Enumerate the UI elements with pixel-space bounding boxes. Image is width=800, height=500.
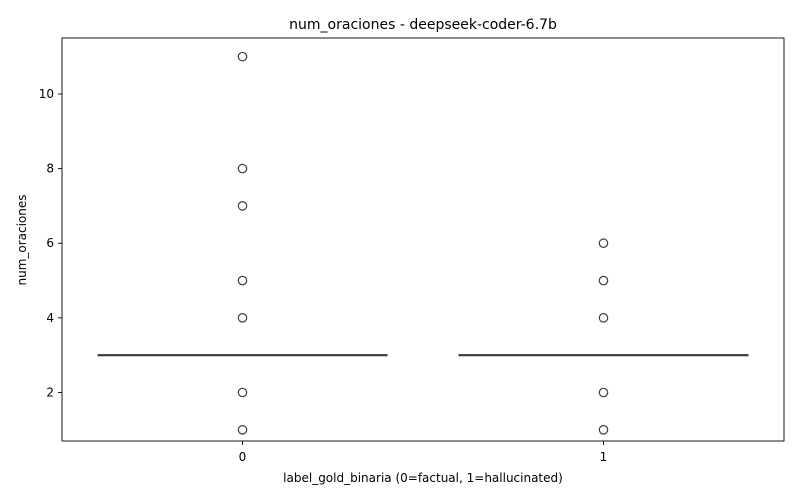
outlier-point <box>237 51 248 62</box>
y-tick-label: 8 <box>46 162 54 176</box>
outlier-point <box>598 275 609 286</box>
y-tick-label: 6 <box>46 236 54 250</box>
chart-title: num_oraciones - deepseek-coder-6.7b <box>289 17 557 33</box>
y-axis-title: num_oraciones <box>15 194 29 285</box>
plot-area: 2 4 6 8 10 0 1 <box>39 37 785 464</box>
x-tick-label: 0 <box>239 450 247 464</box>
outlier-point <box>237 425 248 435</box>
x-tick-label: 1 <box>600 450 608 464</box>
outlier-point <box>598 425 609 435</box>
outlier-point <box>598 313 609 323</box>
outlier-point <box>237 313 248 323</box>
y-tick-label: 4 <box>46 311 54 325</box>
outlier-point <box>598 238 609 249</box>
y-tick-label: 2 <box>46 385 54 399</box>
outlier-point <box>237 275 248 286</box>
outlier-point <box>237 201 248 211</box>
outlier-point <box>598 387 609 398</box>
x-axis-title: label_gold_binaria (0=factual, 1=halluci… <box>283 471 563 485</box>
plot-frame <box>61 37 785 442</box>
y-tick-label: 10 <box>39 87 54 101</box>
outlier-point <box>237 387 248 398</box>
outlier-point <box>237 163 248 174</box>
